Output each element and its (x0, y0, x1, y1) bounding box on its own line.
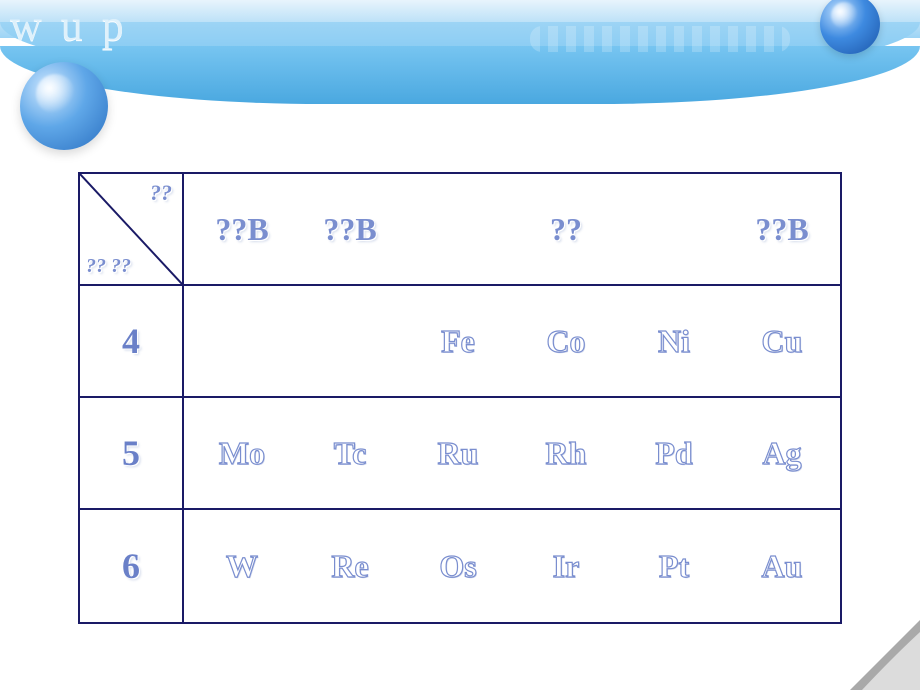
element-symbol: Fe (404, 323, 512, 360)
element-symbol: Pt (620, 548, 728, 585)
group-label: ??B (296, 211, 404, 248)
element-symbol: Co (512, 323, 620, 360)
element-symbol: Au (728, 548, 836, 585)
diagonal-split: ?? ?? ?? (80, 174, 182, 284)
corner-cell: ?? ?? ?? (80, 174, 184, 284)
dotted-accent (530, 26, 790, 52)
header-row: ?? ?? ?? ??B ??B ?? ??B (80, 174, 840, 286)
element-symbol: Re (296, 548, 404, 585)
element-symbol: Rh (512, 435, 620, 472)
group-label: ??B (728, 211, 836, 248)
group-header-cell: ??B ??B ?? ??B (184, 174, 840, 284)
elements-row: W Re Os Ir Pt Au (188, 548, 836, 585)
element-symbol: Os (404, 548, 512, 585)
period-cell: 4 (80, 286, 184, 396)
element-symbol: Ru (404, 435, 512, 472)
sphere-large (20, 62, 108, 150)
diag-top-label: ?? (150, 180, 172, 206)
group-label (620, 211, 728, 248)
wave-band-1 (0, 22, 920, 78)
element-symbol: Ir (512, 548, 620, 585)
period-cell: 6 (80, 510, 184, 622)
group-label: ?? (512, 211, 620, 248)
table-row: 6 W Re Os Ir Pt Au (80, 510, 840, 622)
period-number: 4 (122, 320, 140, 362)
elements-cell: W Re Os Ir Pt Au (184, 510, 840, 622)
watermark-text: w u p (10, 0, 128, 51)
element-symbol: Ni (620, 323, 728, 360)
element-symbol: Tc (296, 435, 404, 472)
elements-row: Mo Tc Ru Rh Pd Ag (188, 435, 836, 472)
period-cell: 5 (80, 398, 184, 508)
group-label: ??B (188, 211, 296, 248)
period-number: 5 (122, 432, 140, 474)
wave-top (0, 0, 920, 38)
sphere-small (820, 0, 880, 54)
element-symbol: Mo (188, 435, 296, 472)
element-symbol: Cu (728, 323, 836, 360)
element-symbol: W (188, 548, 296, 585)
periodic-subtable: ?? ?? ?? ??B ??B ?? ??B 4 Fe Co (78, 172, 842, 624)
group-labels-row: ??B ??B ?? ??B (188, 211, 836, 248)
element-symbol (188, 323, 296, 360)
period-number: 6 (122, 545, 140, 587)
elements-cell: Fe Co Ni Cu (184, 286, 840, 396)
diag-bottom-label: ?? ?? (86, 255, 131, 278)
element-symbol: Pd (620, 435, 728, 472)
slide-decoration: w u p (0, 0, 920, 170)
elements-row: Fe Co Ni Cu (188, 323, 836, 360)
elements-cell: Mo Tc Ru Rh Pd Ag (184, 398, 840, 508)
page-curl-icon (850, 620, 920, 690)
table-row: 5 Mo Tc Ru Rh Pd Ag (80, 398, 840, 510)
element-symbol: Ag (728, 435, 836, 472)
group-label (404, 211, 512, 248)
element-symbol (296, 323, 404, 360)
wave-band-2 (0, 46, 920, 104)
table-row: 4 Fe Co Ni Cu (80, 286, 840, 398)
